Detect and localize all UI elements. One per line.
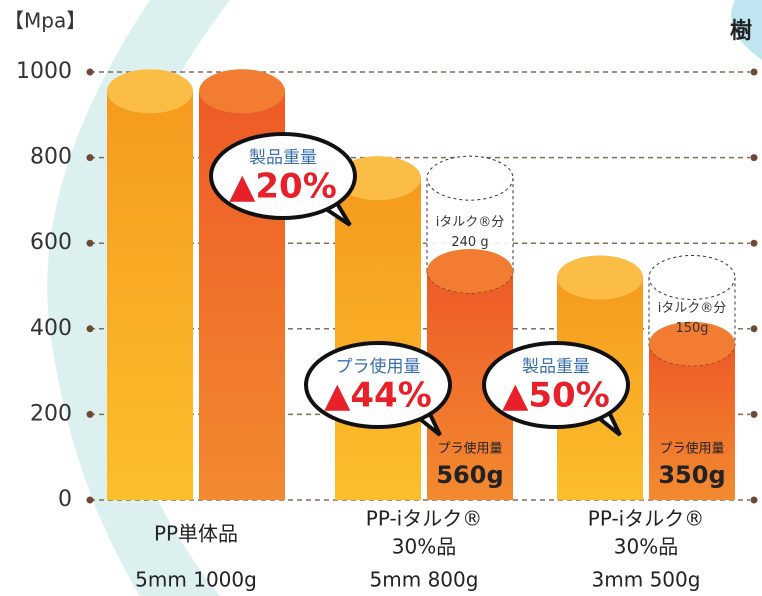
tick-dot xyxy=(751,325,758,332)
tick-dot xyxy=(751,411,758,418)
bar-label: プラ使用量 xyxy=(437,441,502,457)
bar-label-value: 350g xyxy=(658,461,725,489)
tick-dot xyxy=(751,497,758,504)
tick-dot xyxy=(87,497,94,504)
y-tick-label: 600 xyxy=(30,230,72,255)
bar xyxy=(107,91,193,500)
bar xyxy=(335,178,421,500)
ghost-top xyxy=(649,255,735,299)
ghost-label: 150g xyxy=(675,321,708,336)
x-sublabel: 3mm 500g xyxy=(592,568,701,592)
x-tick-label: PP-iタルク® xyxy=(588,507,704,531)
chart: 樹 【Mpa】 0 200 400 600 800 1000 PP単体品 5mm 1000g i… xyxy=(0,0,762,596)
ghost-label: iタルク®分 xyxy=(436,215,505,230)
ghost-label: 240 g xyxy=(451,235,488,250)
x-tick-label: PP単体品 xyxy=(154,522,238,546)
y-tick-label: 1000 xyxy=(16,59,72,84)
bubble-value: ▲20% xyxy=(229,167,337,207)
bar-top xyxy=(557,255,643,299)
bar-top xyxy=(107,69,193,113)
bubble-value: ▲44% xyxy=(324,376,432,416)
corner-text: 樹 xyxy=(730,18,752,44)
y-tick-label: 400 xyxy=(30,316,72,341)
ghost-label: iタルク®分 xyxy=(658,301,727,316)
tick-dot xyxy=(87,411,94,418)
bubble-label: プラ使用量 xyxy=(336,356,421,377)
bar-top xyxy=(427,249,513,293)
x-sublabel: 5mm 1000g xyxy=(135,568,257,592)
bubble-label: 製品重量 xyxy=(249,148,317,168)
y-tick-label: 0 xyxy=(58,487,72,512)
y-unit: 【Mpa】 xyxy=(4,9,86,33)
bar-label-value: 560g xyxy=(436,461,503,489)
bubble-label: 製品重量 xyxy=(522,357,590,377)
x-tick-label: 30%品 xyxy=(392,535,456,559)
x-tick-label: PP-iタルク® xyxy=(366,507,482,531)
tick-dot xyxy=(87,325,94,332)
y-tick-label: 200 xyxy=(30,401,72,426)
tick-dot xyxy=(87,69,94,76)
tick-dot xyxy=(751,154,758,161)
tick-dot xyxy=(751,69,758,76)
y-tick-label: 800 xyxy=(30,145,72,170)
x-tick-label: 30%品 xyxy=(614,535,678,559)
x-sublabel: 5mm 800g xyxy=(370,568,479,592)
bar-label: プラ使用量 xyxy=(659,441,724,457)
bar-top xyxy=(199,69,285,113)
tick-dot xyxy=(751,240,758,247)
tick-dot xyxy=(87,154,94,161)
tick-dot xyxy=(87,240,94,247)
bubble-value: ▲50% xyxy=(502,376,610,416)
ghost-top xyxy=(427,156,513,200)
